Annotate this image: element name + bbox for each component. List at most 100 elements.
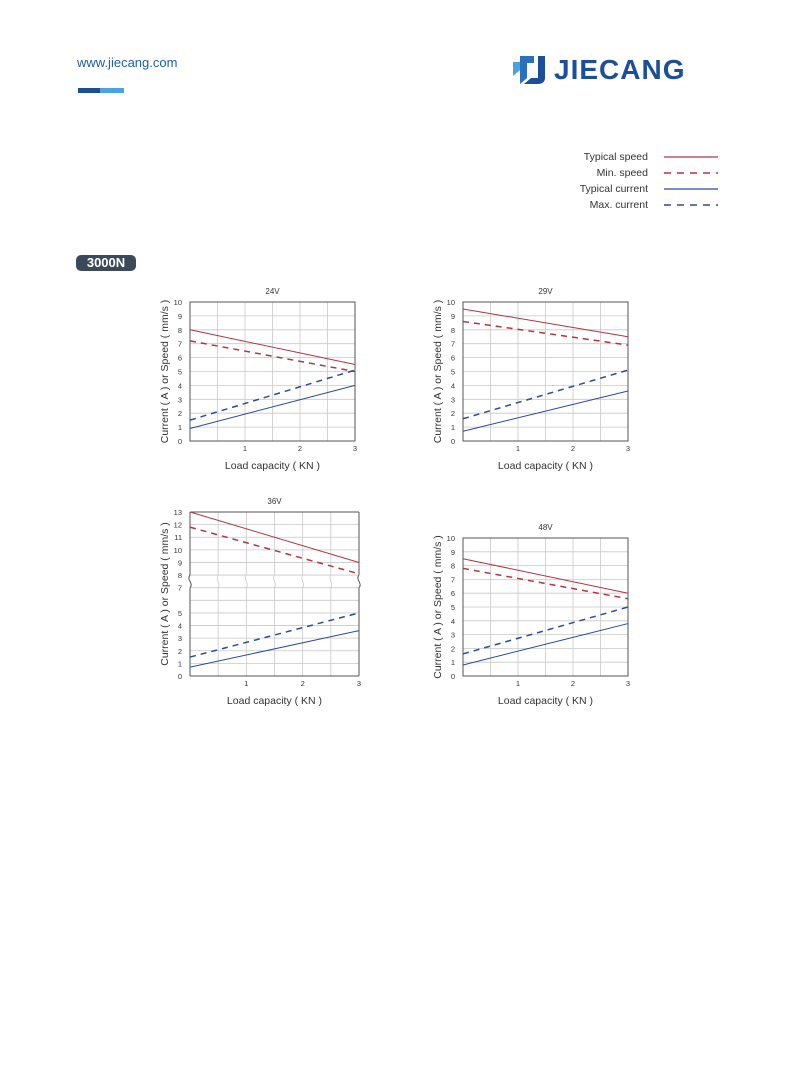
- y-tick-label: 8: [451, 562, 455, 571]
- y-tick-label: 3: [178, 395, 182, 404]
- x-tick-label: 1: [244, 679, 248, 688]
- legend-label: Typical current: [579, 183, 648, 195]
- chart-title: 24V: [265, 287, 280, 296]
- y-tick-label: 7: [178, 584, 182, 593]
- legend-label: Min. speed: [596, 167, 648, 179]
- legend-line-dashed-red: [664, 172, 718, 174]
- y-tick-label: 10: [447, 298, 455, 307]
- series-typical-speed: [462, 558, 629, 594]
- series-typical-current: [462, 623, 629, 666]
- series-max-current: [189, 612, 360, 658]
- x-tick-label: 2: [298, 444, 302, 453]
- legend-item-max-current: Max. current: [520, 198, 730, 214]
- x-tick-label: 2: [571, 444, 575, 453]
- chart-title: 36V: [267, 497, 282, 506]
- plot-frame: [462, 301, 629, 442]
- y-axis-label: Current ( A ) or Speed ( mm/s ): [432, 300, 444, 444]
- chart-1: 24V 0 1 2 3 4 5 6 7 8 9 10 1 2 3 Load capacity ( KN ) Cu…: [159, 287, 357, 472]
- x-tick-label: 3: [626, 679, 630, 688]
- y-tick-label: 1: [451, 423, 455, 432]
- series-min-speed: [462, 567, 629, 600]
- accent-bar: [78, 88, 124, 93]
- y-tick-label: 5: [178, 609, 182, 618]
- y-tick-label: 8: [178, 326, 182, 335]
- y-tick-label: 0: [451, 672, 455, 681]
- y-tick-label: 8: [451, 326, 455, 335]
- axis-break-icon: [188, 574, 192, 589]
- company-logo: JIECANG: [512, 54, 722, 86]
- y-tick-label: 6: [451, 354, 455, 363]
- y-tick-label: 6: [451, 589, 455, 598]
- legend-item-typical-current: Typical current: [520, 182, 730, 198]
- y-tick-label: 3: [451, 631, 455, 640]
- logo-text: JIECANG: [554, 54, 686, 85]
- legend-item-typical-speed: Typical speed: [520, 150, 730, 166]
- y-tick-label: 3: [451, 395, 455, 404]
- series-max-current: [189, 369, 356, 421]
- series-typical-speed: [189, 511, 360, 563]
- x-axis-label: Load capacity ( KN ): [498, 695, 593, 707]
- y-axis-label: Current ( A ) or Speed ( mm/s ): [159, 300, 171, 444]
- series-max-current: [462, 369, 629, 420]
- series-typical-current: [189, 630, 360, 668]
- x-tick-label: 3: [626, 444, 630, 453]
- y-tick-label: 13: [174, 508, 182, 517]
- series-typical-speed: [462, 308, 629, 338]
- y-tick-label: 9: [178, 312, 182, 321]
- y-tick-label: 9: [451, 312, 455, 321]
- legend-line-solid-red: [664, 156, 718, 158]
- y-tick-label: 5: [451, 603, 455, 612]
- chart-legend: Typical speed Min. speed Typical current…: [520, 150, 730, 214]
- series-typical-current: [462, 390, 629, 432]
- x-axis-label: Load capacity ( KN ): [498, 460, 593, 472]
- y-tick-label: 0: [178, 437, 182, 446]
- x-axis-label: Load capacity ( KN ): [225, 460, 320, 472]
- y-tick-label: 3: [178, 634, 182, 643]
- legend-line-dashed-blue: [664, 204, 718, 206]
- y-tick-label: 4: [451, 617, 455, 626]
- y-tick-label: 2: [451, 409, 455, 418]
- accent-bar-dark: [78, 88, 100, 93]
- y-tick-label: 4: [178, 381, 182, 390]
- x-tick-label: 3: [357, 679, 361, 688]
- series-min-speed: [189, 526, 360, 575]
- grid-break-wave: [216, 574, 220, 588]
- y-tick-label: 9: [451, 548, 455, 557]
- x-tick-label: 1: [243, 444, 247, 453]
- plot-frame: [462, 537, 629, 677]
- legend-label: Typical speed: [583, 151, 648, 163]
- x-tick-label: 1: [516, 679, 520, 688]
- website-url[interactable]: www.jiecang.com: [77, 55, 178, 70]
- y-tick-label: 0: [178, 672, 182, 681]
- y-tick-label: 5: [178, 368, 182, 377]
- y-tick-label: 7: [451, 575, 455, 584]
- chart-2: 29V 0 1 2 3 4 5 6 7 8 9 10 1 2 3 Load capacity ( KN ) Cu…: [432, 287, 630, 472]
- x-tick-label: 2: [571, 679, 575, 688]
- logo-mark-icon: [513, 56, 545, 84]
- y-tick-label: 2: [178, 647, 182, 656]
- chart-title: 29V: [538, 287, 553, 296]
- y-tick-label: 2: [178, 409, 182, 418]
- grid-break-wave: [301, 574, 304, 588]
- y-tick-label: 1: [178, 659, 182, 668]
- y-tick-label: 4: [178, 622, 182, 631]
- grid-break-wave: [245, 574, 248, 588]
- y-tick-label: 2: [451, 644, 455, 653]
- chart-title: 48V: [538, 523, 553, 532]
- y-tick-label: 7: [178, 340, 182, 349]
- y-tick-label: 7: [451, 340, 455, 349]
- y-tick-label: 6: [178, 354, 182, 363]
- y-tick-label: 4: [451, 381, 455, 390]
- legend-item-min-speed: Min. speed: [520, 166, 730, 182]
- accent-bar-light: [100, 88, 124, 93]
- y-tick-label: 8: [178, 571, 182, 580]
- y-tick-label: 10: [174, 298, 182, 307]
- axis-break-icon: [357, 574, 361, 589]
- x-tick-label: 3: [353, 444, 357, 453]
- chart-4: 48V 0 1 2 3 4 5 6 7 8 9 10 1 2 3 Load capacity ( KN ) Cu…: [432, 523, 630, 707]
- y-tick-label: 10: [447, 534, 455, 543]
- series-typical-current: [189, 384, 356, 429]
- series-min-speed: [189, 340, 356, 373]
